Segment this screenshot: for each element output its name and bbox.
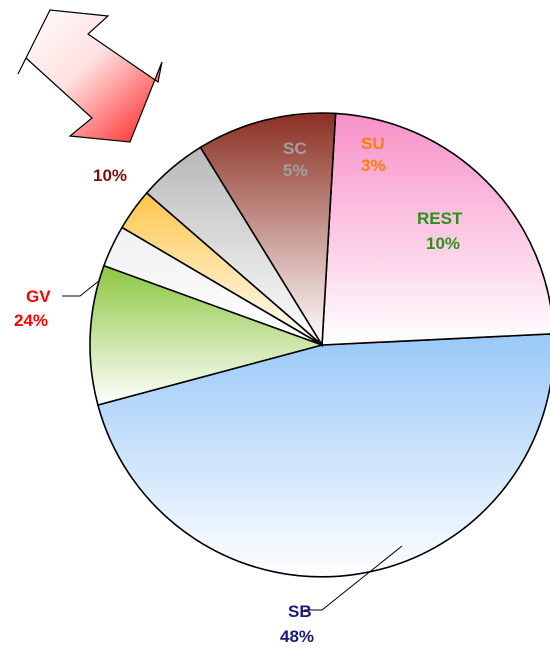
pie-slice-sb bbox=[96, 333, 550, 578]
leader-line-sb bbox=[304, 545, 403, 611]
pie-slice-rest bbox=[89, 264, 325, 406]
pie-slices bbox=[89, 112, 550, 578]
slice-label-sb-pct: 48% bbox=[280, 627, 314, 646]
pie-slice-unnamed-2 bbox=[199, 112, 337, 348]
slice-label-rest-name: REST bbox=[417, 209, 463, 228]
leader-line-gv bbox=[62, 279, 101, 297]
slice-labels: SB 48% GV 24% 10% SC 5% SU 3% REST 10% bbox=[14, 134, 463, 646]
slice-label-sb-name: SB bbox=[288, 602, 312, 621]
slice-label-sc-pct: 5% bbox=[283, 161, 308, 180]
slice-label-rest-pct: 10% bbox=[426, 234, 460, 253]
pie-slice-gv bbox=[321, 112, 550, 346]
leader-lines bbox=[62, 279, 403, 611]
slice-label-gv-name: GV bbox=[26, 287, 51, 306]
slice-label-sc-name: SC bbox=[283, 139, 307, 158]
double-headed-arrow-icon bbox=[17, 9, 163, 143]
slice-label-gv-pct: 24% bbox=[14, 311, 48, 330]
slice-label-su-name: SU bbox=[361, 134, 385, 153]
slice-label-unnamed-pct: 10% bbox=[93, 166, 127, 185]
slice-label-su-pct: 3% bbox=[361, 156, 386, 175]
